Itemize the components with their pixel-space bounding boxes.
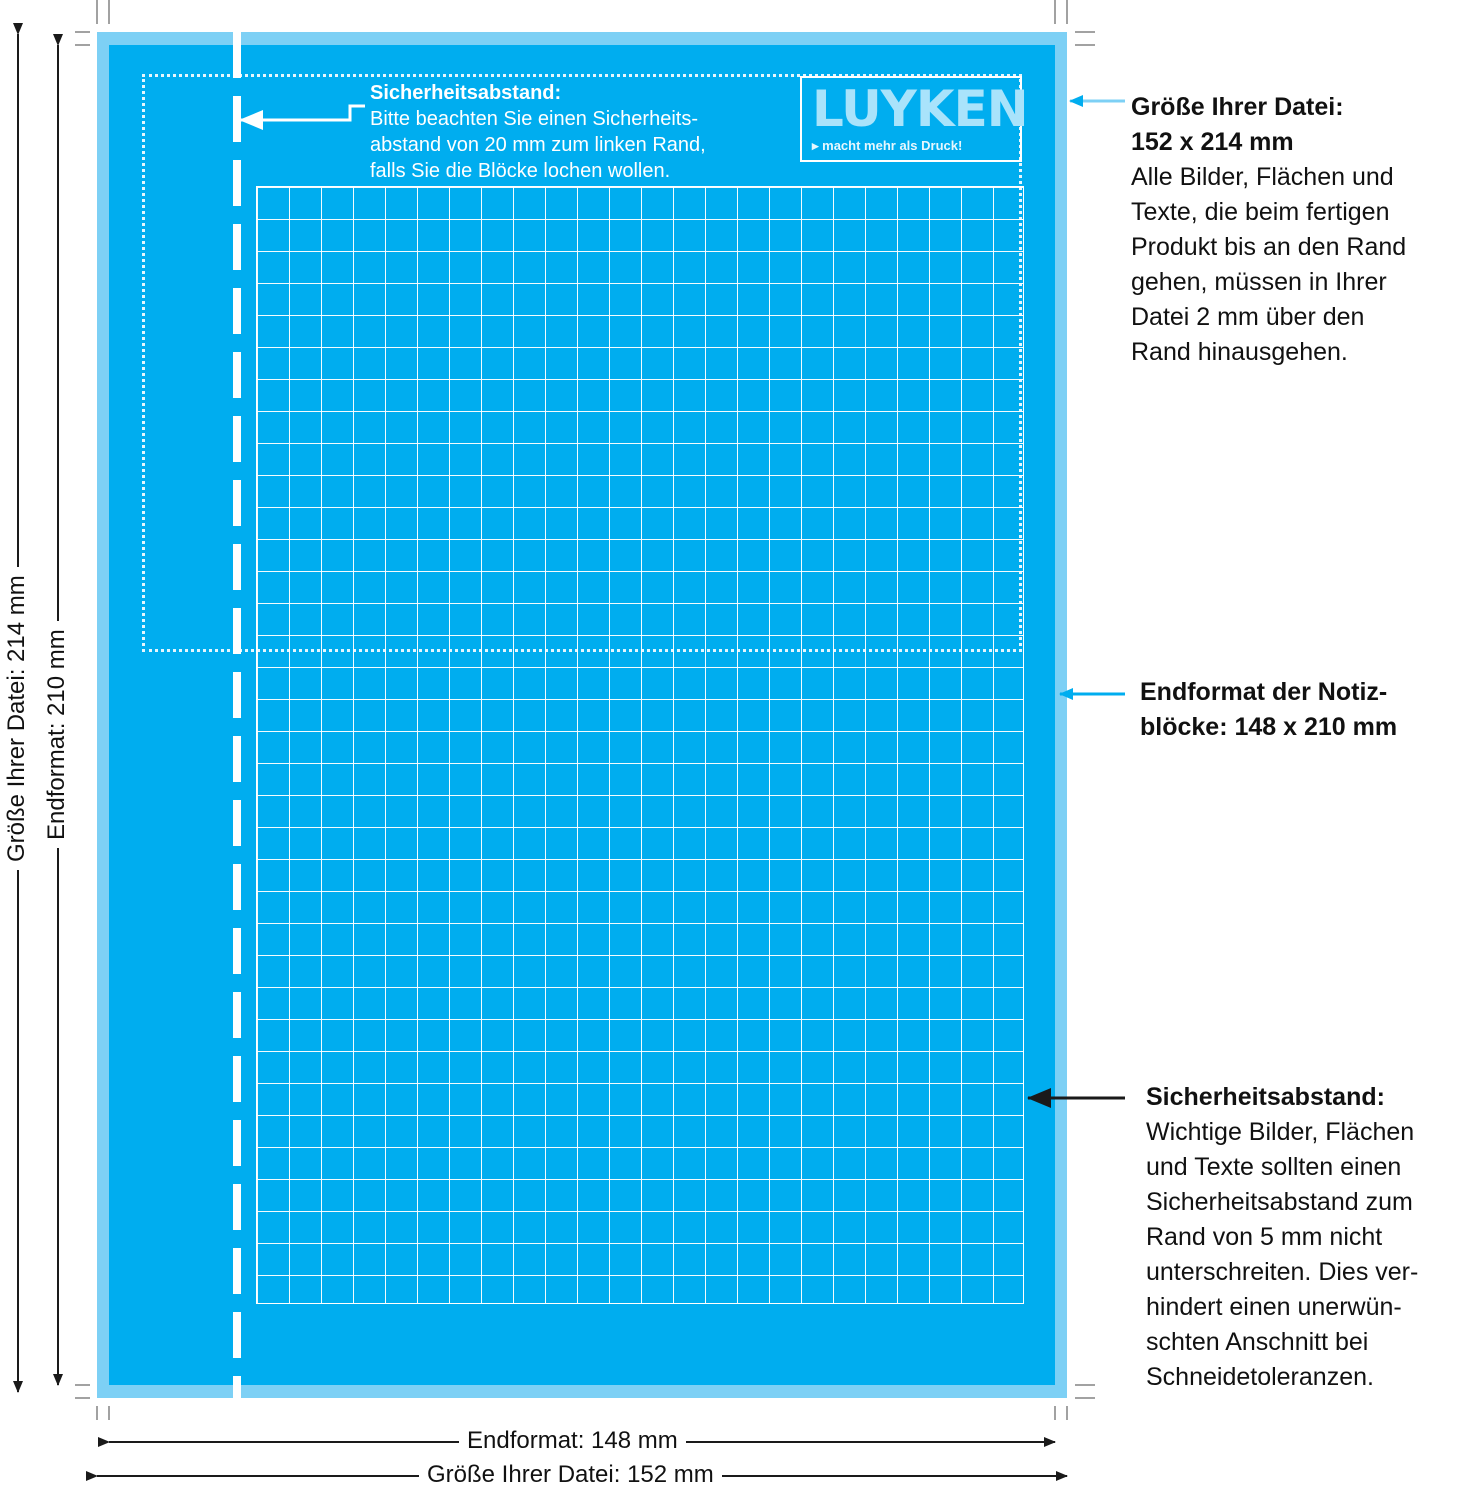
safety-note-line: hindert einen unerwün- — [1146, 1293, 1402, 1321]
width-trim-label: Endformat: 148 mm — [459, 1427, 686, 1455]
width-file-label: Größe Ihrer Datei: 152 mm — [419, 1461, 722, 1489]
inner-note-line: Bitte beachten Sie einen Sicherheits- — [370, 108, 698, 130]
safety-note-line: unterschreiten. Dies ver- — [1146, 1258, 1419, 1286]
grid-area — [256, 186, 1024, 1304]
inner-safety-note: Sicherheitsabstand: Bitte beachten Sie e… — [370, 80, 790, 184]
endformat-line: blöcke: 148 x 210 mm — [1140, 713, 1398, 741]
logo-brand: LUYKEN — [812, 80, 1029, 138]
file-size-heading: Größe Ihrer Datei: — [1131, 93, 1344, 121]
file-size-note: Größe Ihrer Datei: 152 x 214 mm Alle Bil… — [1131, 90, 1451, 370]
file-size-line: Alle Bilder, Flächen und — [1131, 163, 1394, 191]
punch-margin-line — [233, 32, 241, 1398]
inner-note-line: falls Sie die Blöcke lochen wollen. — [370, 160, 671, 182]
safety-note-line: Wichtige Bilder, Flächen — [1146, 1118, 1415, 1146]
safety-note-line: Rand von 5 mm nicht — [1146, 1223, 1383, 1251]
safety-note-line: schten Anschnitt bei — [1146, 1328, 1369, 1356]
endformat-note: Endformat der Notiz- blöcke: 148 x 210 m… — [1140, 675, 1450, 745]
inner-note-heading: Sicherheitsabstand: — [370, 82, 562, 104]
safety-note-line: Schneidetoleranzen. — [1146, 1363, 1374, 1391]
crop-marks — [75, 0, 1095, 1420]
endformat-line: Endformat der Notiz- — [1140, 678, 1388, 706]
punch-margin-arrow — [239, 104, 365, 130]
file-size-line: Produkt bis an den Rand — [1131, 233, 1407, 261]
file-size-line: gehen, müssen in Ihrer — [1131, 268, 1387, 296]
height-trim-label: Endformat: 210 mm — [43, 621, 71, 848]
file-size-line: Rand hinausgehen. — [1131, 338, 1348, 366]
logo-tagline: ▸ macht mehr als Druck! — [812, 138, 963, 153]
file-size-line: Datei 2 mm über den — [1131, 303, 1365, 331]
luyken-logo: LUYKEN ▸ macht mehr als Druck! — [800, 76, 1029, 162]
height-file-label: Größe Ihrer Datei: 214 mm — [3, 567, 31, 870]
safety-note-line: und Texte sollten einen — [1146, 1153, 1402, 1181]
safety-note-heading: Sicherheitsabstand: — [1146, 1083, 1385, 1111]
inner-note-line: abstand von 20 mm zum linken Rand, — [370, 134, 706, 156]
file-size-line: Texte, die beim fertigen — [1131, 198, 1390, 226]
file-size-value: 152 x 214 mm — [1131, 128, 1294, 156]
safety-note: Sicherheitsabstand: Wichtige Bilder, Flä… — [1146, 1080, 1451, 1395]
safety-note-line: Sicherheitsabstand zum — [1146, 1188, 1413, 1216]
